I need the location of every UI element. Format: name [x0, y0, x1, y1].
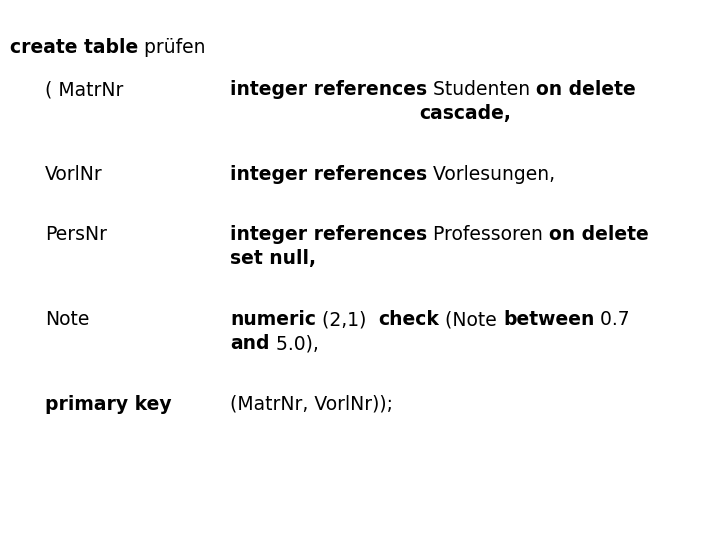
Text: (MatrNr, VorlNr));: (MatrNr, VorlNr)); — [230, 395, 393, 414]
Text: between: between — [503, 310, 595, 329]
Text: integer references: integer references — [230, 165, 427, 184]
Text: create table: create table — [10, 38, 138, 57]
Text: 5.0),: 5.0), — [269, 334, 318, 353]
Text: (2,1): (2,1) — [316, 310, 379, 329]
Text: Note: Note — [45, 310, 89, 329]
Text: integer references: integer references — [230, 225, 427, 244]
Text: prüfen: prüfen — [138, 38, 206, 57]
Text: Vorlesungen,: Vorlesungen, — [427, 165, 555, 184]
Text: integer references: integer references — [230, 80, 427, 99]
Text: VorlNr: VorlNr — [45, 165, 103, 184]
Text: check: check — [379, 310, 439, 329]
Text: on delete: on delete — [549, 225, 649, 244]
Text: (Note: (Note — [439, 310, 503, 329]
Text: cascade,: cascade, — [419, 104, 511, 123]
Text: primary key: primary key — [45, 395, 171, 414]
Text: ( MatrNr: ( MatrNr — [45, 80, 123, 99]
Text: set null,: set null, — [230, 249, 316, 268]
Text: 0.7: 0.7 — [595, 310, 630, 329]
Text: Professoren: Professoren — [427, 225, 549, 244]
Text: on delete: on delete — [536, 80, 636, 99]
Text: PersNr: PersNr — [45, 225, 107, 244]
Text: numeric: numeric — [230, 310, 316, 329]
Text: Studenten: Studenten — [427, 80, 536, 99]
Text: and: and — [230, 334, 269, 353]
